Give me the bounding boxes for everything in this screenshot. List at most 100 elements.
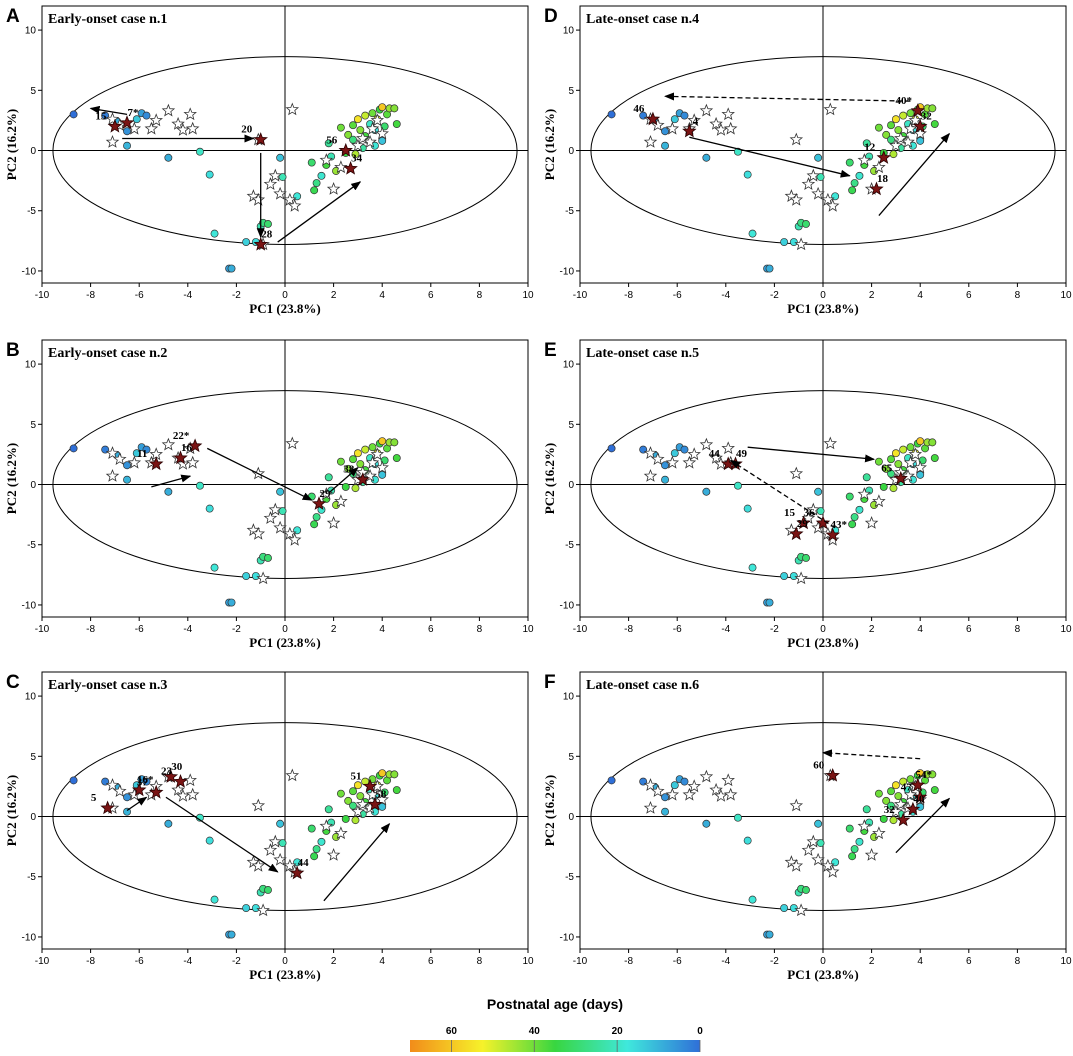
panel-c: -10 -8 -6 -4 -2 0 2 4 6 8 10 -10 -5 0 5 10 PC1 (23.8%) PC…	[4, 671, 534, 982]
reference-point	[142, 777, 151, 786]
other-case-point	[256, 571, 270, 585]
case-sample-label: 51	[351, 770, 362, 782]
reference-point	[264, 886, 272, 894]
x-tick-label: -4	[721, 624, 730, 635]
other-case-point	[811, 852, 825, 866]
reference-point	[210, 563, 219, 572]
x-tick-label: 0	[282, 290, 288, 301]
y-tick-label: 0	[568, 480, 574, 491]
reference-point	[702, 487, 711, 496]
other-case-point	[651, 452, 665, 466]
other-case-point	[901, 469, 915, 482]
case-sample-point	[148, 784, 164, 799]
reference-point	[882, 464, 891, 473]
other-case-point	[351, 138, 365, 152]
other-case-point	[723, 121, 738, 135]
reference-point	[743, 170, 752, 179]
reference-point	[845, 158, 854, 167]
reference-point	[889, 150, 898, 159]
reference-point	[607, 776, 616, 785]
case-sample-point	[253, 132, 268, 146]
other-case-point	[643, 469, 658, 482]
reference-point	[132, 449, 141, 458]
x-tick-label: -2	[232, 290, 241, 301]
reference-point	[69, 110, 78, 119]
other-case-point	[864, 515, 879, 529]
other-case-point	[665, 455, 680, 469]
x-axis-label: PC1 (23.8%)	[787, 301, 859, 316]
x-tick-label: -2	[770, 624, 779, 635]
reference-point	[855, 505, 864, 514]
reference-point	[264, 220, 272, 228]
reference-point	[889, 816, 898, 825]
other-case-point	[161, 437, 176, 451]
trajectory-arrow	[151, 474, 192, 488]
reference-point	[123, 461, 132, 470]
y-tick-label: -10	[560, 932, 575, 943]
case-sample-point	[796, 515, 811, 530]
other-case-point	[149, 113, 163, 127]
reference-point	[928, 438, 937, 447]
other-case-point	[171, 116, 185, 130]
x-tick-label: -8	[86, 624, 95, 635]
reference-point	[356, 460, 365, 468]
case-sample-label: 18	[877, 173, 889, 185]
reference-point	[378, 470, 387, 479]
reference-point	[916, 470, 925, 479]
y-tick-label: -5	[565, 872, 574, 883]
other-case-point	[857, 153, 872, 166]
colorbar-tick-label: 40	[529, 1026, 541, 1037]
other-case-point	[326, 181, 341, 195]
trajectory-arrow	[277, 181, 362, 243]
case-sample-label: 40*	[896, 95, 913, 107]
other-case-point	[183, 773, 197, 787]
other-case-point	[872, 826, 886, 840]
other-case-point	[185, 121, 200, 135]
case-sample-point	[905, 801, 921, 816]
reference-point	[276, 153, 285, 162]
x-axis-label: PC1 (23.8%)	[249, 635, 321, 650]
case-sample-label: 44	[298, 857, 310, 869]
reference-point	[336, 123, 345, 132]
reference-point	[891, 449, 900, 458]
colorbar-tick-label: 60	[446, 1026, 458, 1037]
case-sample-point	[163, 769, 179, 783]
case-sample-label: 32	[921, 110, 933, 122]
reference-point	[891, 115, 900, 124]
other-case-point	[144, 121, 159, 135]
reference-point	[142, 445, 151, 454]
x-tick-label: 2	[331, 624, 337, 635]
reference-point	[845, 824, 854, 833]
x-tick-label: 2	[869, 956, 875, 967]
other-case-point	[908, 113, 923, 127]
reference-point	[349, 787, 357, 796]
colorbar-tick-label: 20	[612, 1026, 624, 1037]
case-sample-label: 4	[693, 115, 699, 127]
reference-point	[874, 123, 883, 132]
case-sample-point	[187, 438, 203, 453]
other-case-point	[334, 494, 348, 508]
x-tick-label: -8	[624, 290, 633, 301]
case-sample-label: 38	[343, 464, 355, 476]
other-case-point	[651, 118, 665, 132]
x-tick-label: -6	[673, 290, 682, 301]
case-sample-point	[131, 782, 147, 797]
reference-point	[734, 813, 742, 822]
reference-point	[661, 807, 670, 816]
panel-letter: B	[6, 340, 20, 361]
case-sample-point	[338, 142, 353, 157]
reference-point	[205, 170, 214, 179]
other-case-point	[113, 452, 127, 466]
other-case-point	[821, 858, 835, 872]
reference-point	[341, 482, 350, 491]
panel-e: -10 -8 -6 -4 -2 0 2 4 6 8 10 -10 -5 0 5 10 PC1 (23.8%) PC…	[542, 339, 1072, 650]
reference-point	[356, 792, 365, 800]
confidence-ellipse	[590, 390, 1056, 579]
reference-point	[132, 115, 141, 124]
other-case-point	[283, 858, 297, 872]
reference-point	[390, 770, 399, 779]
reference-point	[845, 492, 854, 501]
reference-point	[765, 264, 774, 273]
reference-point	[368, 443, 377, 452]
reference-point	[789, 572, 798, 581]
